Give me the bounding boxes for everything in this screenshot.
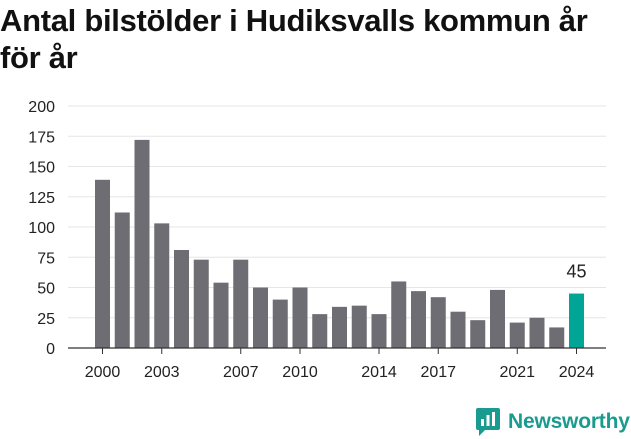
bar-2012 — [332, 306, 347, 348]
y-tick-label: 50 — [37, 281, 55, 298]
y-tick-label: 200 — [28, 99, 55, 116]
bar-2014 — [371, 314, 387, 348]
bar-2001 — [114, 212, 130, 348]
y-tick-label: 175 — [28, 129, 55, 146]
bar-2007 — [233, 259, 249, 348]
x-tick-label: 2021 — [499, 364, 535, 381]
x-tick-label: 2000 — [85, 364, 121, 381]
bar-2008 — [253, 287, 268, 348]
bar-2018 — [450, 311, 466, 348]
bar-2015 — [391, 281, 407, 348]
chart-title: Antal bilstölder i Hudiksvalls kommun år… — [0, 3, 588, 75]
y-tick-label: 25 — [37, 311, 55, 328]
y-axis: 0 25 50 75 100 125 150 175 200 — [28, 99, 55, 358]
y-tick-label: 0 — [46, 341, 55, 358]
data-labels: 45 — [566, 262, 586, 282]
bar-2009 — [272, 299, 288, 348]
bar-2021 — [509, 322, 525, 348]
bar-2011 — [312, 314, 328, 348]
bar-2002 — [134, 139, 150, 348]
x-tick-label: 2010 — [282, 364, 318, 381]
bar-2010 — [292, 287, 308, 348]
bar-2023 — [549, 327, 565, 348]
y-tick-label: 125 — [28, 190, 55, 207]
x-tick-label: 2007 — [223, 364, 259, 381]
brand-name: Newsworthy — [508, 410, 630, 433]
bar-2004 — [174, 249, 189, 348]
bar-2006 — [213, 282, 229, 348]
bar-2013 — [351, 305, 367, 348]
x-tick-label: 2024 — [559, 364, 595, 381]
data-label-2024: 45 — [566, 262, 586, 282]
x-tick-label: 2014 — [361, 364, 397, 381]
bar-2024 — [569, 293, 584, 348]
bar-2019 — [470, 320, 486, 348]
x-tick-label: 2017 — [420, 364, 456, 381]
y-tick-label: 150 — [28, 160, 55, 177]
bar-2020 — [490, 289, 505, 348]
gridlines — [68, 105, 606, 319]
y-tick-label: 75 — [37, 250, 55, 267]
bar-2000 — [95, 179, 110, 348]
y-tick-label: 100 — [28, 220, 55, 237]
newsworthy-logo: Newsworthy — [476, 407, 630, 437]
newsworthy-logo-icon — [476, 408, 500, 436]
bar-2017 — [430, 297, 446, 348]
bar-2003 — [154, 223, 170, 348]
x-axis: 2000 2003 2007 2010 2014 2017 2021 2024 — [85, 348, 595, 381]
bar-2005 — [193, 259, 209, 348]
bar-2016 — [411, 291, 426, 348]
x-tick-label: 2003 — [144, 364, 180, 381]
bar-2022 — [529, 317, 545, 348]
bars — [95, 139, 584, 348]
